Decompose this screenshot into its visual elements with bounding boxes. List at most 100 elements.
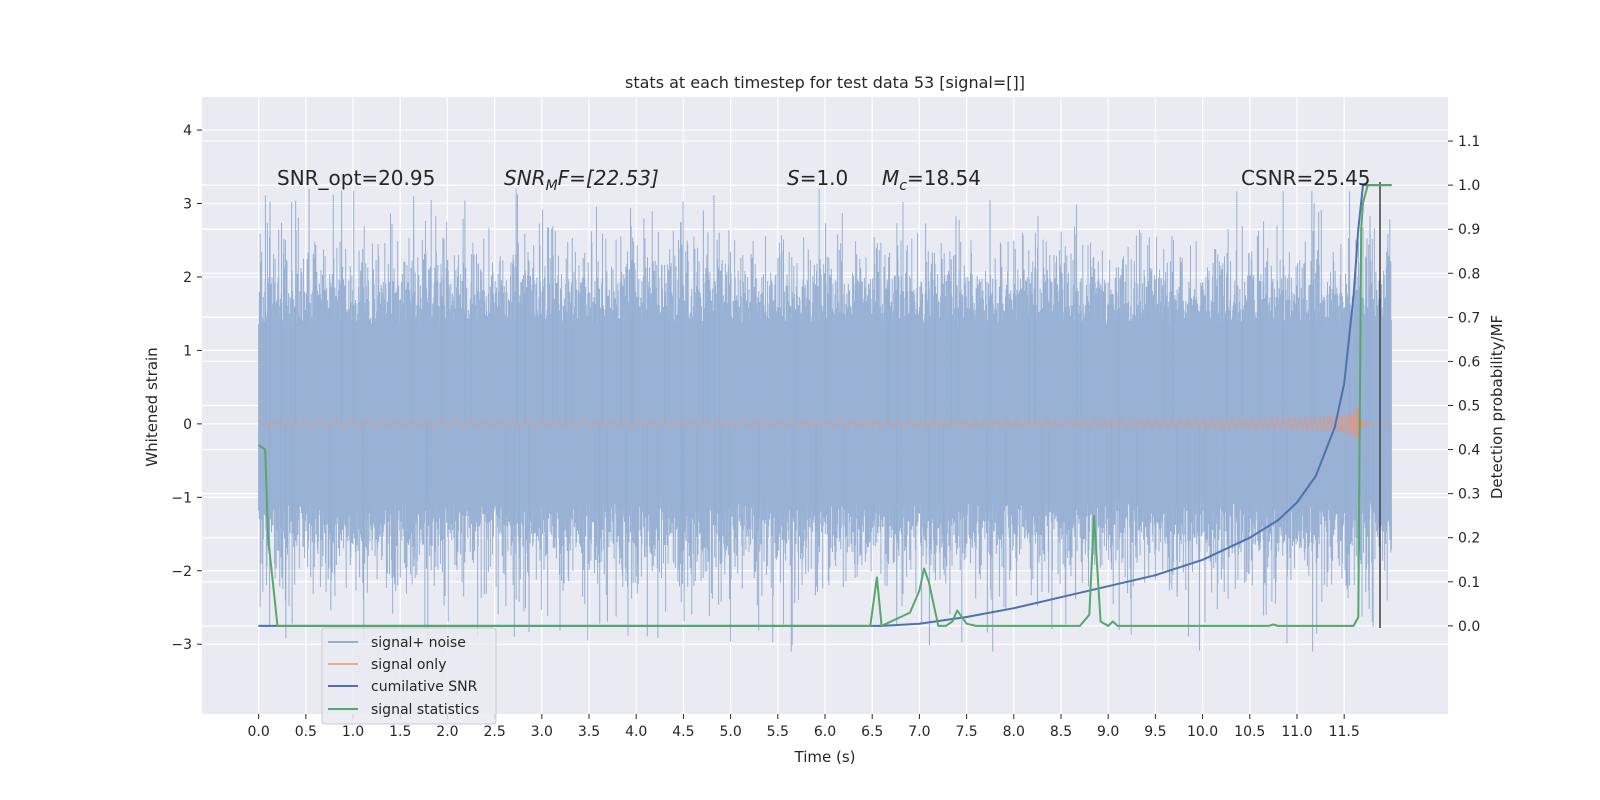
x-tick-label: 11.5 <box>1329 724 1360 740</box>
y-right-tick-label: 1.1 <box>1458 134 1480 150</box>
x-tick-label: 2.0 <box>436 724 458 740</box>
y-right-tick-label: 0.0 <box>1458 619 1480 635</box>
data-point <box>1357 616 1359 618</box>
data-point <box>918 623 921 625</box>
legend: signal+ noise signal only cumilative SNR… <box>321 627 497 725</box>
data-point <box>1353 625 1355 627</box>
legend-item-cumulative-snr: cumilative SNR <box>328 679 478 695</box>
x-tick-label: 0.5 <box>295 724 317 740</box>
chart-title: stats at each timestep for test data 53 … <box>625 73 1025 92</box>
annotation-csnr: CSNR=25.45 <box>1241 166 1371 190</box>
series-signal-statistics <box>258 184 1392 627</box>
data-point <box>276 625 279 627</box>
data-point <box>1060 596 1062 598</box>
y-tick-label: 3 <box>183 197 192 213</box>
data-point <box>1367 184 1369 186</box>
x-tick-label: 8.5 <box>1050 724 1072 740</box>
data-point <box>1360 228 1362 230</box>
data-point <box>923 568 925 570</box>
data-point <box>1315 475 1317 477</box>
data-point <box>928 581 930 583</box>
annotation-mc-main: M <box>882 166 899 190</box>
annotation-s-main: S <box>787 166 800 190</box>
data-point <box>1268 625 1270 627</box>
annotation-snr-mf: SNRMF=[22.53] <box>504 166 659 194</box>
x-axis-ticks: 0.0 0.5 1.0 1.5 2.0 2.5 3.0 3.5 4.0 4.5 5.0 5.5 6.0 6… <box>248 714 1360 740</box>
annotation-snr-mf-main: SNR <box>504 166 546 190</box>
x-tick-label: 10.0 <box>1187 724 1218 740</box>
legend-label: signal statistics <box>371 702 479 718</box>
x-tick-label: 9.5 <box>1144 724 1166 740</box>
data-point <box>945 625 947 627</box>
data-point <box>1343 382 1345 385</box>
data-point <box>1079 625 1081 627</box>
x-tick-label: 3.5 <box>578 724 600 740</box>
data-point <box>881 625 883 627</box>
data-point <box>1362 202 1364 204</box>
y-right-tick-label: 0.2 <box>1458 531 1480 547</box>
legend-label: signal only <box>371 657 446 673</box>
signal-statistics-line <box>258 184 1392 627</box>
data-point <box>1371 184 1374 186</box>
data-point <box>1277 625 1279 627</box>
x-tick-label: 6.0 <box>814 724 836 740</box>
data-point <box>1117 625 1119 627</box>
y-right-tick-label: 1.0 <box>1458 178 1480 194</box>
data-point <box>1093 515 1095 517</box>
x-tick-label: 3.0 <box>531 724 553 740</box>
data-point <box>1390 184 1392 186</box>
x-tick-label: 4.5 <box>672 724 694 740</box>
data-point <box>909 612 911 614</box>
y-tick-label: −3 <box>171 637 192 653</box>
y-tick-label: 0 <box>183 417 192 433</box>
legend-label: cumilative SNR <box>371 679 478 695</box>
data-point <box>966 616 968 618</box>
y-right-tick-label: 0.7 <box>1458 310 1480 326</box>
data-point <box>876 576 878 579</box>
x-tick-label: 1.5 <box>389 724 411 740</box>
series-signal-noise <box>258 188 1392 652</box>
data-point <box>1353 294 1355 296</box>
annotation-mc: Mc=18.54 <box>882 166 981 194</box>
annotation-mc-sub: c <box>899 178 907 194</box>
data-point <box>1013 607 1015 609</box>
data-point <box>258 444 260 446</box>
legend-item-signal-only: signal only <box>328 657 446 673</box>
y-tick-label: 2 <box>183 270 192 286</box>
y-right-axis-title: Detection probability/MF <box>1488 315 1506 499</box>
data-point <box>1272 623 1274 626</box>
x-tick-label: 2.5 <box>483 724 505 740</box>
data-point <box>1202 559 1204 561</box>
annotation-s-rest: =1.0 <box>800 166 849 190</box>
signal-trace <box>258 404 1392 441</box>
data-point <box>937 625 939 627</box>
y-tick-label: −1 <box>171 490 192 506</box>
x-tick-label: 7.5 <box>955 724 977 740</box>
data-point <box>869 625 871 627</box>
y-tick-label: 4 <box>183 123 192 139</box>
annotation-mc-rest: =18.54 <box>907 166 981 190</box>
series-signal-only <box>258 404 1392 441</box>
x-tick-label: 9.0 <box>1097 724 1119 740</box>
data-point <box>1296 501 1298 504</box>
data-point <box>264 449 266 451</box>
data-point <box>1107 585 1109 587</box>
x-tick-label: 7.0 <box>908 724 930 740</box>
y-right-axis-ticks: 1.1 1.0 0.9 0.8 0.7 0.6 0.5 0.4 0.3 0.2 0.1 0.0 <box>1448 134 1480 635</box>
data-point <box>258 625 260 627</box>
data-point <box>956 609 958 612</box>
y-tick-label: 1 <box>183 343 192 359</box>
data-point <box>951 620 954 623</box>
legend-label: signal+ noise <box>371 635 466 651</box>
annotation-snr-mf-rest-f: F=[22.53] <box>558 166 659 190</box>
data-point <box>1107 625 1109 627</box>
annotation-snr-opt: SNR_opt=20.95 <box>277 166 435 190</box>
x-tick-label: 0.0 <box>248 724 270 740</box>
data-point <box>1100 620 1102 623</box>
annotation-s: S=1.0 <box>787 166 848 190</box>
data-point <box>918 590 921 592</box>
y-tick-label: −2 <box>171 564 192 580</box>
y-axis-title: Whitened strain <box>143 347 161 466</box>
data-point <box>1154 574 1156 576</box>
